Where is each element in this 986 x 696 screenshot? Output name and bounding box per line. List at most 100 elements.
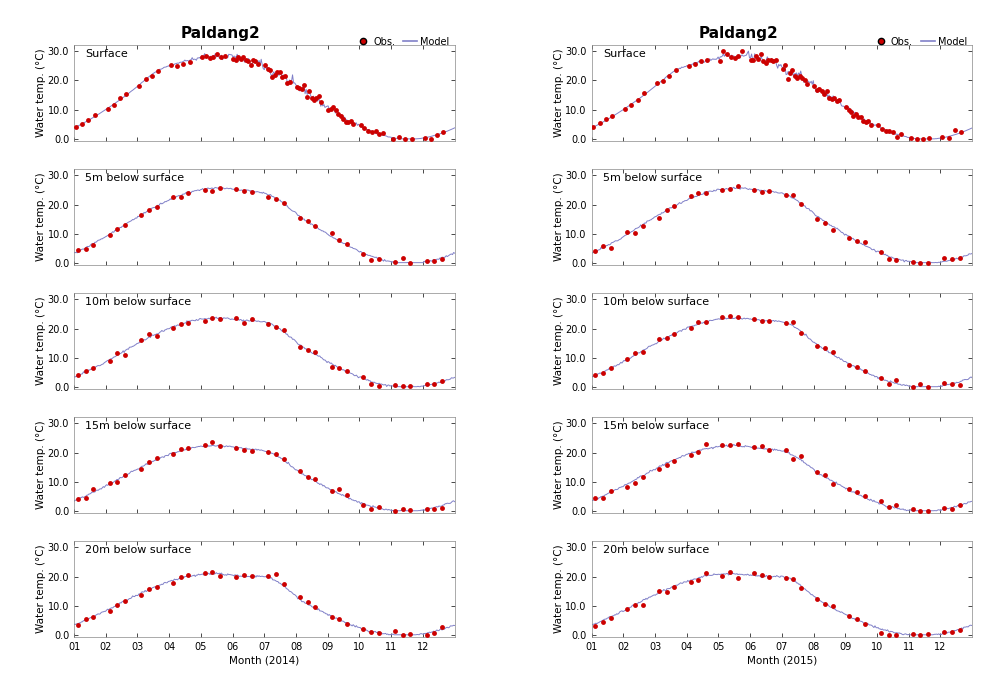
Point [774, 63, 790, 74]
Point [268, 194, 284, 205]
Point [70, 369, 86, 380]
Point [729, 572, 744, 583]
Point [385, 134, 400, 145]
Point [244, 187, 259, 198]
Point [682, 323, 698, 334]
Point [141, 583, 157, 594]
Point [692, 55, 708, 66]
Point [860, 116, 876, 127]
Point [919, 628, 935, 640]
Point [133, 589, 149, 600]
Point [165, 191, 180, 203]
Point [934, 132, 950, 143]
Legend: Obs., Model: Obs., Model [869, 33, 970, 51]
Point [323, 612, 339, 623]
Point [806, 81, 821, 92]
Point [761, 445, 777, 456]
Point [243, 59, 258, 70]
Point [163, 60, 178, 71]
Point [299, 91, 315, 102]
Point [149, 452, 165, 464]
Point [873, 372, 888, 383]
Point [325, 102, 341, 113]
Point [387, 379, 402, 390]
Point [911, 505, 927, 516]
Point [204, 567, 220, 578]
Point [294, 84, 310, 95]
Point [86, 362, 102, 373]
Point [229, 183, 245, 194]
Point [936, 252, 951, 263]
Point [666, 581, 681, 592]
Point [323, 361, 339, 372]
Point [109, 347, 125, 358]
Point [936, 377, 951, 388]
Point [245, 55, 260, 66]
Point [951, 624, 966, 635]
Y-axis label: Water temp. (°C): Water temp. (°C) [553, 173, 563, 261]
Point [368, 126, 384, 137]
Point [635, 88, 651, 99]
Point [238, 54, 253, 65]
Point [236, 185, 251, 196]
Point [137, 74, 153, 85]
Point [809, 467, 824, 478]
Point [320, 104, 336, 116]
Point [759, 54, 775, 65]
Point [690, 188, 706, 199]
Point [666, 329, 681, 340]
Point [337, 116, 353, 127]
Point [816, 342, 832, 354]
Point [874, 124, 889, 135]
Point [870, 120, 885, 131]
Point [786, 71, 802, 82]
Text: Surface: Surface [86, 49, 128, 59]
Point [714, 570, 730, 581]
Text: 15m below surface: 15m below surface [86, 421, 191, 432]
Point [837, 101, 853, 112]
Point [785, 317, 801, 328]
Point [824, 478, 840, 489]
Point [260, 571, 276, 582]
Point [149, 201, 165, 212]
Text: 10m below surface: 10m below surface [86, 297, 191, 307]
Point [951, 252, 966, 263]
Point [714, 311, 730, 322]
Point [301, 86, 317, 97]
Point [753, 315, 769, 326]
Point [323, 485, 339, 496]
Point [697, 316, 713, 327]
Point [944, 626, 959, 638]
Point [434, 622, 450, 633]
Point [722, 51, 738, 62]
Point [292, 465, 308, 476]
Point [745, 567, 761, 578]
Point [229, 571, 245, 583]
Point [306, 95, 321, 106]
Point [259, 63, 275, 74]
Point [761, 185, 777, 196]
Point [856, 619, 872, 630]
Point [762, 54, 778, 65]
Point [435, 126, 451, 137]
Point [394, 629, 410, 640]
Point [667, 65, 682, 76]
Point [824, 347, 840, 358]
Point [355, 248, 371, 259]
Point [371, 502, 387, 513]
Point [371, 129, 387, 140]
Point [281, 77, 297, 88]
Point [587, 370, 602, 381]
Point [777, 190, 793, 201]
Point [626, 347, 642, 358]
Point [300, 344, 316, 355]
Point [661, 70, 676, 81]
Point [730, 50, 745, 61]
Point [275, 578, 291, 590]
Point [257, 60, 273, 71]
Point [260, 318, 276, 329]
Point [745, 314, 761, 325]
Point [133, 209, 149, 221]
Point [944, 254, 959, 265]
Y-axis label: Water temp. (°C): Water temp. (°C) [36, 545, 46, 633]
